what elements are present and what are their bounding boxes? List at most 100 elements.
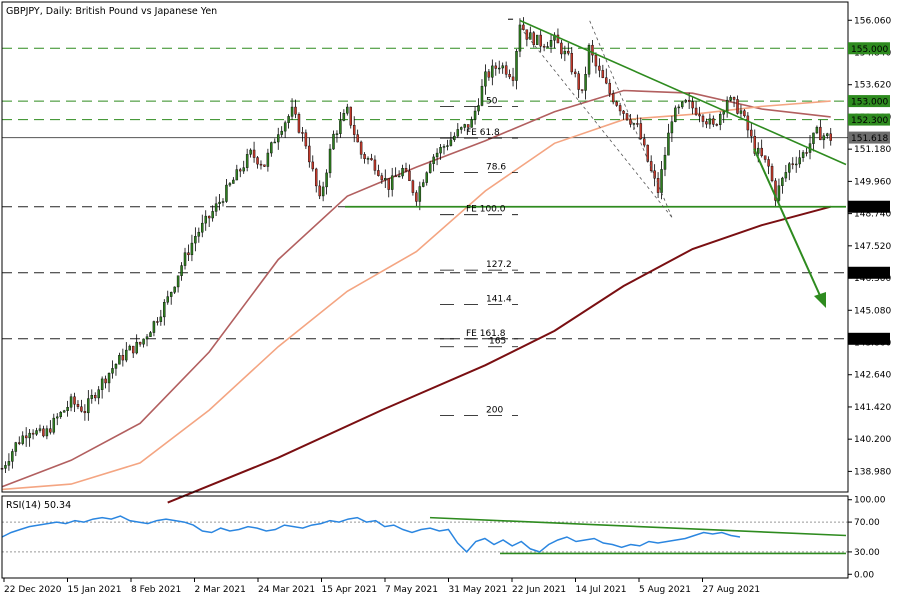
candle-body [221,201,225,203]
candle-body [194,236,197,244]
candle-body [632,123,636,125]
candle-body [484,71,487,87]
candle-body [163,302,166,318]
candle-body [504,65,508,75]
x-tick-label: 15 Jan 2021 [68,585,122,595]
candle-body [308,145,311,163]
candle-body [639,123,643,139]
candle-body [166,296,169,303]
candle-body [653,170,656,179]
price-label-box [848,42,890,55]
candle-body [394,175,397,178]
candle-body [263,164,266,167]
candle-body [318,185,321,197]
y-tick-label: 151.180 [854,145,891,155]
candle-body [422,182,425,187]
candle-body [118,355,121,365]
y-tick-label: 142.640 [854,371,891,381]
fib-level-label: 200 [486,405,503,415]
candle-body [684,99,687,103]
candle-body [763,155,767,160]
candle-body [18,442,21,444]
candle-body [204,215,207,224]
candle-body [311,161,315,170]
price-label-text: 155.000 [851,45,888,55]
candle-body [283,122,287,132]
candle-body [812,132,815,144]
candle-body [470,119,473,128]
rsi-line [1,515,741,553]
candle-body [774,180,777,201]
candle-body [580,89,584,91]
candle-body [83,411,87,414]
candle-body [660,169,663,193]
candle-body [131,345,135,354]
candle-body [674,107,677,122]
candle-body [384,178,387,181]
candle-body [104,378,107,384]
candle-body [352,125,356,135]
candle-body [415,192,418,202]
candle-body [173,286,176,293]
candle-body [449,139,453,146]
candle-body [207,215,211,219]
y-tick-label: 141.420 [854,403,891,413]
price-label-text: 151.618 [851,134,888,144]
candle-body [11,451,14,462]
candle-body [187,252,190,256]
candle-body [280,130,283,135]
candle-body [625,113,629,120]
candle-body [677,106,681,109]
candle-body [377,170,380,176]
candle-body [822,135,826,141]
candle-body [442,146,446,148]
candle-body [466,124,470,128]
candle-body [601,70,605,78]
candle-body [297,114,301,133]
candle-body [798,157,801,165]
candle-body [38,428,42,431]
candle-body [242,167,245,172]
candle-body [363,154,366,160]
candle-body [615,101,618,106]
price-label-box [848,95,890,108]
candle-body [359,141,363,155]
candle-body [21,435,24,444]
candle-body [567,50,570,54]
candle-body [273,141,277,144]
candle-body [145,336,149,340]
candle-body [518,24,522,52]
candle-body [35,430,38,435]
candle-body [245,154,249,168]
candle-body [66,407,69,411]
candle-body [28,432,31,439]
candle-body [401,168,404,177]
candle-body [439,147,442,154]
price-label-text: 149.000 [851,203,888,213]
candle-body [535,34,539,45]
candle-body [573,71,577,74]
rsi-y-tick-label: 100.00 [854,496,886,506]
candle-body [611,93,615,103]
y-tick-label: 146.300 [854,274,891,284]
candle-body [494,65,498,69]
candle-body [128,345,131,351]
candle-body [725,99,729,112]
candle-body [767,159,770,167]
x-tick-label: 27 Aug 2021 [703,585,761,595]
candle-body [42,428,45,437]
candle-body [252,149,256,158]
rsi-title: RSI(14) 50.34 [6,500,71,511]
candle-body [49,428,52,433]
candle-body [719,113,722,125]
candle-body [232,179,235,184]
candle-body [97,389,100,399]
candle-body [14,442,18,452]
candle-body [152,321,156,333]
price-label-text: 146.500 [851,269,888,279]
candle-body [788,163,791,173]
candle-body [511,76,515,81]
candle-body [114,364,118,369]
candle-body [477,105,480,112]
x-tick-label: 2 Mar 2021 [195,585,246,595]
